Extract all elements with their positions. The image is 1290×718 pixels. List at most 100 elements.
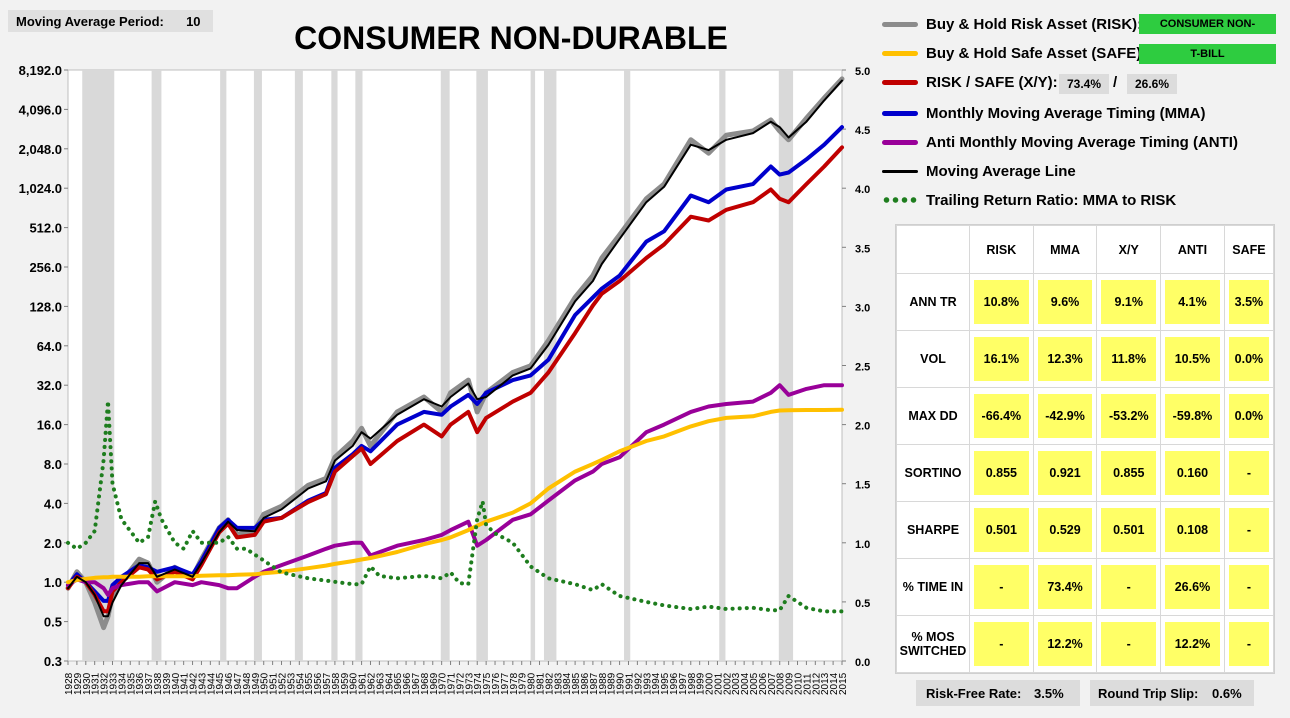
- y-tick-label: 16.0: [37, 418, 62, 433]
- x-tick-label: 2005: [749, 672, 760, 695]
- x-tick-label: 1944: [206, 672, 217, 695]
- stats-cell-value: -: [1228, 565, 1269, 609]
- x-tick-label: 1957: [322, 672, 333, 695]
- y2-tick-label: 2.5: [855, 362, 870, 374]
- xy-safe-weight: 26.6%: [1127, 74, 1177, 94]
- stats-cell: 11.8%: [1096, 330, 1162, 388]
- chart-title: CONSUMER NON-DURABLE: [294, 20, 728, 56]
- y-tick-label: 512.0: [29, 221, 62, 236]
- y2-tick-label: 3.5: [855, 243, 870, 255]
- x-tick-label: 1982: [544, 672, 555, 695]
- anti-series: [66, 383, 844, 597]
- stats-corner: [896, 225, 970, 274]
- x-tick-label: 1958: [331, 672, 342, 695]
- y2-tick-label: 4.0: [855, 184, 870, 196]
- risk-free-rate: Risk-Free Rate: 3.5%: [916, 680, 1080, 706]
- y2-tick-label: 4.5: [855, 125, 870, 137]
- y2-tick-label: 0.0: [855, 657, 870, 669]
- stats-cell-value: 10.5%: [1165, 337, 1220, 381]
- xy-risk-weight[interactable]: 73.4%: [1059, 74, 1109, 94]
- x-tick-label: 1955: [304, 672, 315, 695]
- x-tick-label: 1938: [153, 672, 164, 695]
- safe-asset-selector[interactable]: T-BILL: [1139, 44, 1276, 64]
- legend-anti-label: Anti Monthly Moving Average Timing (ANTI…: [926, 133, 1238, 151]
- x-tick-label: 1996: [669, 672, 680, 695]
- stats-cell-value: 12.2%: [1037, 622, 1093, 666]
- stats-row-label: VOL: [896, 330, 970, 388]
- stats-cell-value: -: [1101, 622, 1157, 666]
- x-tick-label: 1950: [260, 672, 271, 695]
- risk-swatch: [882, 21, 918, 27]
- x-tick-label: 1940: [171, 672, 182, 695]
- y-tick-label: 4,096.0: [19, 102, 62, 117]
- x-tick-label: 1991: [624, 672, 635, 695]
- risk-asset-selector[interactable]: CONSUMER NON-: [1139, 14, 1276, 34]
- stats-cell-value: 0.108: [1165, 508, 1220, 552]
- stats-cell-value: 0.501: [1101, 508, 1157, 552]
- stats-header-row: RISK MMA X/Y ANTI SAFE: [896, 225, 1275, 274]
- x-tick-label: 1986: [580, 672, 591, 695]
- x-tick-label: 1972: [455, 672, 466, 695]
- anti-swatch: [882, 139, 918, 145]
- slip-value[interactable]: 0.6%: [1212, 685, 1242, 701]
- stats-cell: -: [1223, 558, 1275, 616]
- x-tick-label: 1968: [420, 672, 431, 695]
- x-tick-label: 1976: [491, 672, 502, 695]
- stats-cell-value: -42.9%: [1037, 394, 1093, 438]
- stats-row-label: MAX DD: [896, 387, 970, 445]
- rf-value[interactable]: 3.5%: [1034, 685, 1064, 701]
- safe-series: [66, 407, 844, 585]
- x-tick-label: 2012: [811, 672, 822, 695]
- x-tick-label: 1961: [358, 672, 369, 695]
- stats-cell-value: 73.4%: [1037, 565, 1093, 609]
- recession-band: [778, 70, 794, 661]
- x-tick-label: 1992: [633, 672, 644, 695]
- stats-cell: 0.529: [1032, 501, 1098, 559]
- stats-cell-value: 16.1%: [974, 337, 1029, 381]
- x-tick-label: 1969: [429, 672, 440, 695]
- x-tick-label: 1934: [117, 672, 128, 695]
- x-tick-label: 2007: [767, 672, 778, 695]
- stats-row-label: SHARPE: [896, 501, 970, 559]
- stats-cell: -42.9%: [1032, 387, 1098, 445]
- legend-anti: Anti Monthly Moving Average Timing (ANTI…: [882, 130, 1238, 154]
- x-tick-label: 1928: [64, 672, 75, 695]
- stats-cell: 73.4%: [1032, 558, 1098, 616]
- legend-ratio: Trailing Return Ratio: MMA to RISK: [882, 188, 1176, 212]
- stats-row: VOL 16.1% 12.3% 11.8% 10.5% 0.0%: [896, 330, 1275, 388]
- x-tick-label: 1930: [82, 672, 93, 695]
- legend-mma-label: Monthly Moving Average Timing (MMA): [926, 104, 1206, 122]
- ma-period-value[interactable]: 10: [186, 13, 201, 29]
- y-tick-label: 64.0: [37, 339, 62, 354]
- x-tick-label: 1933: [108, 672, 119, 695]
- stats-row: % MOS SWITCHED -12.2% -12.2% -: [896, 615, 1275, 673]
- stats-header-xy: X/Y: [1096, 225, 1162, 274]
- x-tick-label: 1981: [536, 672, 547, 695]
- stats-cell-value: 12.3%: [1037, 337, 1093, 381]
- recession-band: [294, 70, 303, 661]
- safe-swatch: [882, 50, 918, 56]
- stats-row: ANN TR 10.8% 9.6% 9.1% 4.1% 3.5%: [896, 273, 1275, 331]
- stats-cell: 12.2%: [1160, 615, 1225, 673]
- x-tick-label: 1997: [678, 672, 689, 695]
- x-tick-label: 1966: [402, 672, 413, 695]
- x-tick-label: 1936: [135, 672, 146, 695]
- stats-cell: 0.160: [1160, 444, 1225, 502]
- stats-cell: 0.0%: [1223, 330, 1275, 388]
- y-tick-label: 32.0: [37, 378, 62, 393]
- stats-cell: -: [1096, 558, 1162, 616]
- legend-maline: Moving Average Line: [882, 159, 1076, 183]
- y-tick-label: 128.0: [29, 299, 62, 314]
- x-tick-label: 1960: [349, 672, 360, 695]
- x-tick-label: 1998: [687, 672, 698, 695]
- x-tick-label: 2014: [829, 672, 840, 695]
- y-tick-label: 1,024.0: [19, 181, 62, 196]
- stats-cell-value: -: [1101, 565, 1157, 609]
- moving-average-series: [67, 79, 843, 618]
- stats-header-mma: MMA: [1032, 225, 1098, 274]
- x-tick-label: 1973: [464, 672, 475, 695]
- stats-cell-value: -: [974, 622, 1029, 666]
- y-tick-label: 0.3: [44, 654, 62, 669]
- x-tick-label: 1989: [607, 672, 618, 695]
